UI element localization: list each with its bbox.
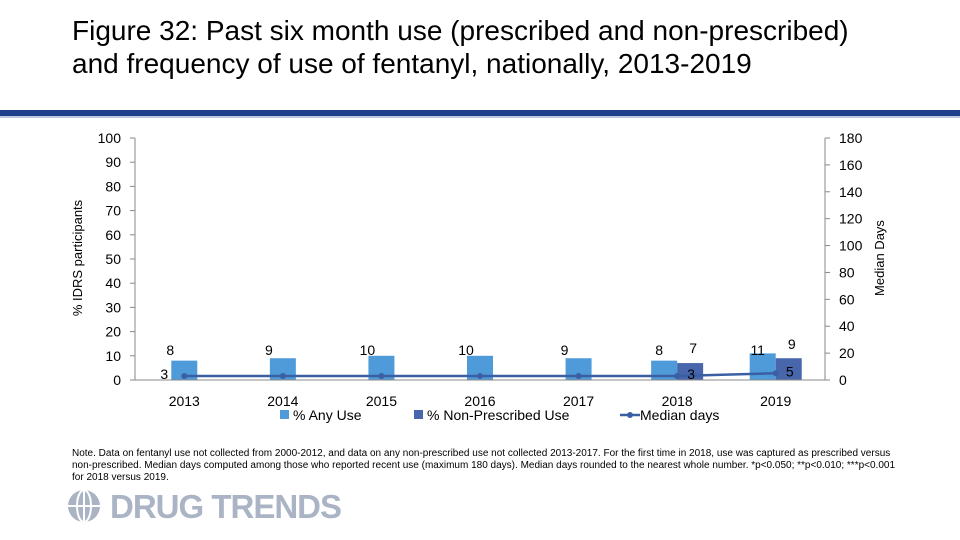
title-divider [0, 110, 960, 116]
data-label-any-use: 11 [750, 342, 765, 358]
x-tick-label: 2014 [267, 393, 298, 409]
y2-tick-label: 120 [839, 211, 863, 227]
data-label-median-days: 3 [687, 366, 695, 382]
logo-text: DRUG TRENDS [110, 488, 342, 525]
legend-swatch-non-prescribed [414, 410, 423, 419]
y-tick-label: 70 [105, 203, 121, 219]
legend-marker-median-days [627, 412, 633, 418]
y2-tick-label: 0 [839, 372, 847, 388]
chart-note: Note. Data on fentanyl use not collected… [72, 448, 896, 483]
median-days-point [181, 372, 188, 379]
legend-label-non-prescribed: % Non-Prescribed Use [427, 407, 570, 423]
y2-axis-label: Median Days [872, 220, 887, 296]
y-tick-label: 30 [105, 299, 121, 315]
bar-any-use [565, 358, 592, 380]
legend-swatch-any-use [280, 410, 289, 419]
title-divider-shadow [0, 116, 960, 118]
data-label-non-prescribed-use: 7 [689, 340, 697, 356]
y2-tick-label: 40 [839, 318, 855, 334]
y-tick-label: 50 [105, 251, 121, 267]
page-title: Figure 32: Past six month use (prescribe… [72, 15, 849, 79]
x-tick-label: 2016 [464, 393, 495, 409]
median-days-point [772, 370, 779, 377]
y-tick-label: 80 [105, 178, 121, 194]
median-days-point [575, 372, 582, 379]
bar-any-use [749, 353, 776, 380]
data-label-any-use: 9 [561, 342, 569, 358]
bar-any-use [269, 358, 296, 380]
y2-tick-label: 140 [839, 184, 863, 200]
y-tick-label: 20 [105, 324, 121, 340]
drug-trends-logo: DRUG TRENDS [66, 488, 386, 525]
y2-tick-label: 60 [839, 291, 855, 307]
y-tick-label: 10 [105, 348, 121, 364]
y-tick-label: 90 [105, 154, 121, 170]
x-tick-label: 2015 [366, 393, 397, 409]
globe-icon [68, 489, 100, 523]
legend-label-any-use: % Any Use [293, 407, 362, 423]
x-tick-label: 2017 [563, 393, 594, 409]
y2-tick-label: 20 [839, 345, 855, 361]
y-tick-label: 60 [105, 227, 121, 243]
y2-tick-label: 160 [839, 157, 863, 173]
y-tick-label: 0 [113, 372, 121, 388]
x-tick-label: 2013 [169, 393, 200, 409]
y-tick-label: 40 [105, 275, 121, 291]
data-label-any-use: 10 [458, 342, 474, 358]
legend-label-median-days: Median days [640, 407, 719, 423]
data-label-any-use: 8 [655, 342, 663, 358]
data-label-median-days: 3 [160, 366, 168, 382]
y2-tick-label: 100 [839, 238, 863, 254]
fentanyl-use-chart: 8 9 10 10 9 8 7 11 9 3 3 5 0 10 20 30 40 50 60 70 80 90 100 0 2… [70, 130, 887, 423]
median-days-point [674, 372, 681, 379]
y-tick-label: 100 [98, 130, 122, 146]
y-axis-label: % IDRS participants [70, 199, 85, 316]
data-label-any-use: 9 [265, 342, 273, 358]
x-tick-label: 2019 [760, 393, 791, 409]
median-days-point [279, 372, 286, 379]
median-days-point [477, 372, 483, 379]
y2-tick-label: 80 [839, 264, 855, 280]
y2-tick-label: 180 [839, 130, 863, 146]
data-label-any-use: 8 [166, 342, 174, 358]
x-tick-label: 2018 [662, 393, 693, 409]
bar-non-prescribed-use [775, 358, 802, 380]
data-label-non-prescribed-use: 9 [788, 336, 796, 352]
data-label-any-use: 10 [360, 342, 376, 358]
median-days-point [378, 372, 385, 379]
data-label-median-days: 5 [786, 363, 794, 379]
